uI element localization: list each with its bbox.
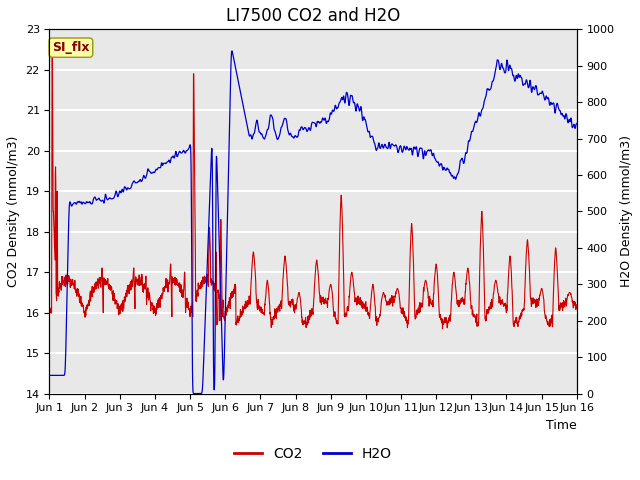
Y-axis label: CO2 Density (mmol/m3): CO2 Density (mmol/m3)	[7, 136, 20, 287]
Y-axis label: H2O Density (mmol/m3): H2O Density (mmol/m3)	[620, 135, 633, 288]
Text: SI_flx: SI_flx	[52, 41, 90, 54]
X-axis label: Time: Time	[546, 419, 577, 432]
Legend: CO2, H2O: CO2, H2O	[228, 442, 397, 467]
Title: LI7500 CO2 and H2O: LI7500 CO2 and H2O	[226, 7, 400, 25]
